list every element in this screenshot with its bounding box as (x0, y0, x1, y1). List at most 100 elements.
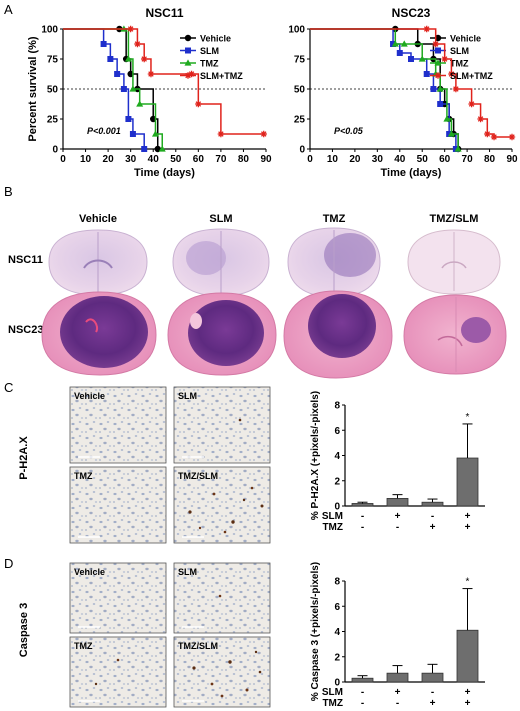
legend-marker-slm (435, 47, 441, 54)
x-tick-label: 40 (148, 154, 160, 165)
micrograph-label: SLM (178, 567, 197, 577)
data-point-slm (396, 50, 403, 56)
y-tick-label: 100 (41, 25, 58, 36)
micrograph-label: SLM (178, 391, 197, 401)
factor-sign-slm: + (395, 687, 401, 698)
y-tick-label: 4 (334, 627, 340, 638)
brain-section-nsc23-slm (167, 292, 277, 376)
factor-label-slm: SLM (322, 687, 343, 698)
row-label-caspase-3: Caspase 3 (18, 603, 30, 657)
legend-label-slm-tmz: SLM+TMZ (450, 71, 493, 81)
micrograph-label: Vehicle (74, 391, 105, 401)
brain-section-nsc23-tmz (283, 290, 393, 379)
data-point-slm-tmz (508, 133, 516, 141)
row-label-nsc23: NSC23 (8, 324, 43, 336)
x-tick-label: 60 (439, 154, 451, 165)
data-point-tmz (391, 40, 399, 47)
x-tick-label: 50 (170, 154, 182, 165)
brain-section-nsc11-tmz-slm (407, 229, 501, 295)
y-tick-label: 8 (334, 577, 340, 588)
factor-sign-tmz: + (465, 698, 471, 709)
legend-label-vehicle: Vehicle (450, 34, 481, 44)
data-point-slm-tmz (452, 85, 460, 93)
y-axis-label: % P-H2A.X (+pixels/-pixels) (310, 391, 321, 520)
data-point-tmz (158, 145, 166, 152)
row-label-nsc11: NSC11 (8, 254, 43, 266)
data-point-slm (120, 86, 127, 92)
x-axis-label: Time (days) (134, 167, 195, 179)
factor-sign-tmz: + (430, 522, 436, 533)
data-point-slm (423, 71, 430, 77)
column-label-tmz: TMZ (323, 213, 346, 225)
x-tick-label: 90 (506, 154, 518, 165)
x-tick-label: 30 (372, 154, 384, 165)
series-line-slm-tmz (63, 28, 264, 135)
legend-label-slm: SLM (200, 46, 219, 56)
x-tick-label: 50 (417, 154, 429, 165)
data-point-slm-tmz (217, 130, 225, 138)
y-tick-label: 75 (47, 55, 59, 66)
legend-marker-slm-tmz (434, 72, 442, 79)
x-tick-label: 70 (462, 154, 474, 165)
p-value-annotation: P<0.001 (87, 126, 121, 136)
bar-slm (386, 672, 409, 683)
data-point-slm (437, 101, 444, 107)
panel-letter-c: C (4, 380, 13, 395)
micrograph-c-tmz-slm: TMZ/SLM (173, 466, 271, 544)
significance-marker: * (466, 577, 470, 588)
y-tick-label: 25 (294, 115, 306, 126)
y-axis-label: Percent survival (%) (27, 36, 39, 141)
x-tick-label: 0 (60, 154, 66, 165)
data-point-slm (141, 146, 148, 152)
data-point-slm-tmz (195, 100, 202, 108)
micrograph-label: TMZ/SLM (178, 471, 218, 481)
bar-tmz (421, 672, 444, 683)
x-axis-label: Time (days) (381, 167, 442, 179)
micrograph-d-tmz: TMZ (69, 636, 167, 708)
data-point-slm-tmz (468, 100, 475, 108)
factor-sign-tmz: - (396, 698, 399, 709)
micrograph-c-tmz: TMZ (69, 466, 167, 544)
legend-marker-vehicle (184, 34, 192, 42)
y-tick-label: 8 (334, 401, 340, 412)
data-point-slm-tmz (448, 70, 455, 78)
data-point-slm-tmz (188, 70, 195, 78)
data-point-slm-tmz (432, 40, 439, 48)
x-tick-label: 80 (484, 154, 496, 165)
data-point-slm-tmz (441, 55, 448, 63)
x-tick-label: 10 (80, 154, 92, 165)
legend-label-slm: SLM (450, 46, 469, 56)
factor-sign-slm: + (395, 511, 401, 522)
data-point-tmz (418, 55, 426, 62)
factor-label-tmz: TMZ (322, 522, 343, 533)
legend-label-tmz: TMZ (450, 59, 469, 69)
factor-sign-slm: + (465, 511, 471, 522)
brain-section-nsc23-vehicle (41, 291, 157, 376)
data-point-slm (129, 131, 136, 137)
data-point-slm-tmz (423, 25, 430, 33)
data-point-slm (430, 86, 437, 92)
factor-sign-slm: - (431, 687, 434, 698)
bar-slm (386, 498, 409, 507)
y-tick-label: 100 (288, 25, 305, 36)
data-point-slm (114, 71, 121, 77)
bar-tmz-slm (456, 629, 479, 683)
data-point-slm-tmz (147, 70, 155, 78)
legend-marker-slm (185, 47, 191, 54)
data-point-slm-tmz (260, 130, 267, 138)
column-label-tmz-slm: TMZ/SLM (430, 213, 479, 225)
y-tick-label: 0 (299, 145, 305, 156)
x-tick-label: 0 (307, 154, 313, 165)
factor-sign-tmz: + (465, 522, 471, 533)
data-point-slm-tmz (141, 55, 148, 63)
data-point-tmz (124, 55, 132, 62)
panel-letter-b: B (4, 184, 13, 199)
micrograph-label: TMZ/SLM (178, 641, 218, 651)
y-tick-label: 6 (334, 426, 340, 437)
x-tick-label: 20 (103, 154, 115, 165)
x-tick-label: 60 (193, 154, 205, 165)
legend-label-slm-tmz: SLM+TMZ (200, 71, 243, 81)
